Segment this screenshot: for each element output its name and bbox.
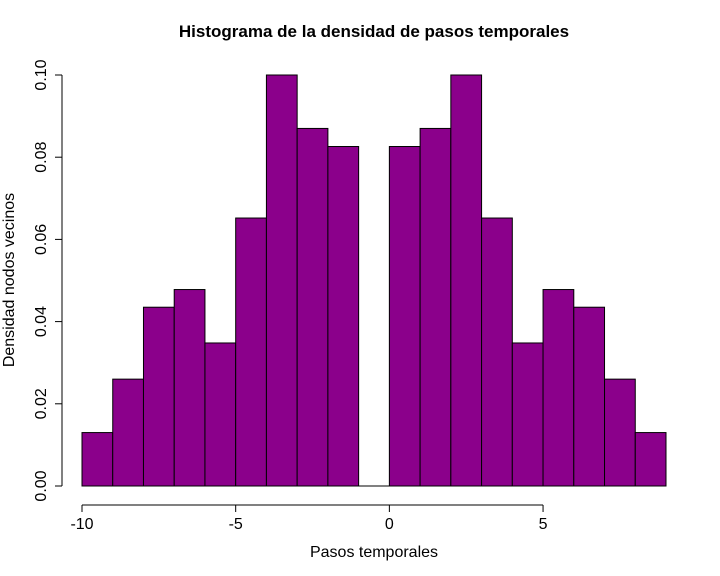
y-axis-label: Densidad nodos vecinos (1, 193, 18, 367)
y-tick-label: 0.04 (33, 306, 50, 337)
histogram-bar (327, 146, 360, 487)
y-tick-label: 0.10 (33, 59, 50, 90)
bars-group (81, 74, 667, 487)
histogram-bar (542, 289, 575, 487)
y-axis: 0.00 0.02 0.04 0.06 0.08 0.10 (33, 59, 63, 502)
histogram-bar (204, 342, 237, 487)
histogram-bar (296, 127, 329, 487)
histogram-bar (450, 74, 483, 487)
histogram-bar (173, 289, 206, 487)
histogram-bar (81, 432, 114, 487)
y-tick-label: 0.08 (33, 142, 50, 173)
x-tick-label: -10 (70, 516, 93, 533)
histogram-bar (634, 432, 667, 487)
histogram-bar (481, 217, 513, 487)
y-tick-label: 0.06 (33, 224, 50, 255)
histogram-bar (265, 74, 298, 487)
x-axis: -10 -5 0 5 (70, 504, 548, 533)
histogram-bar (419, 127, 452, 487)
histogram-bar (388, 146, 421, 487)
histogram-bar (511, 342, 544, 487)
y-tick-label: 0.00 (33, 470, 50, 501)
histogram-bar (112, 378, 144, 487)
x-tick-label: 0 (385, 516, 394, 533)
histogram-bar (604, 378, 636, 487)
x-axis-label: Pasos temporales (310, 544, 438, 561)
y-tick-label: 0.02 (33, 388, 50, 419)
chart-title: Histograma de la densidad de pasos tempo… (179, 22, 569, 41)
histogram-bar (142, 306, 175, 487)
x-tick-label: -5 (229, 516, 243, 533)
x-tick-label: 5 (539, 516, 548, 533)
histogram-bar (573, 306, 606, 487)
histogram-bar (235, 217, 267, 487)
